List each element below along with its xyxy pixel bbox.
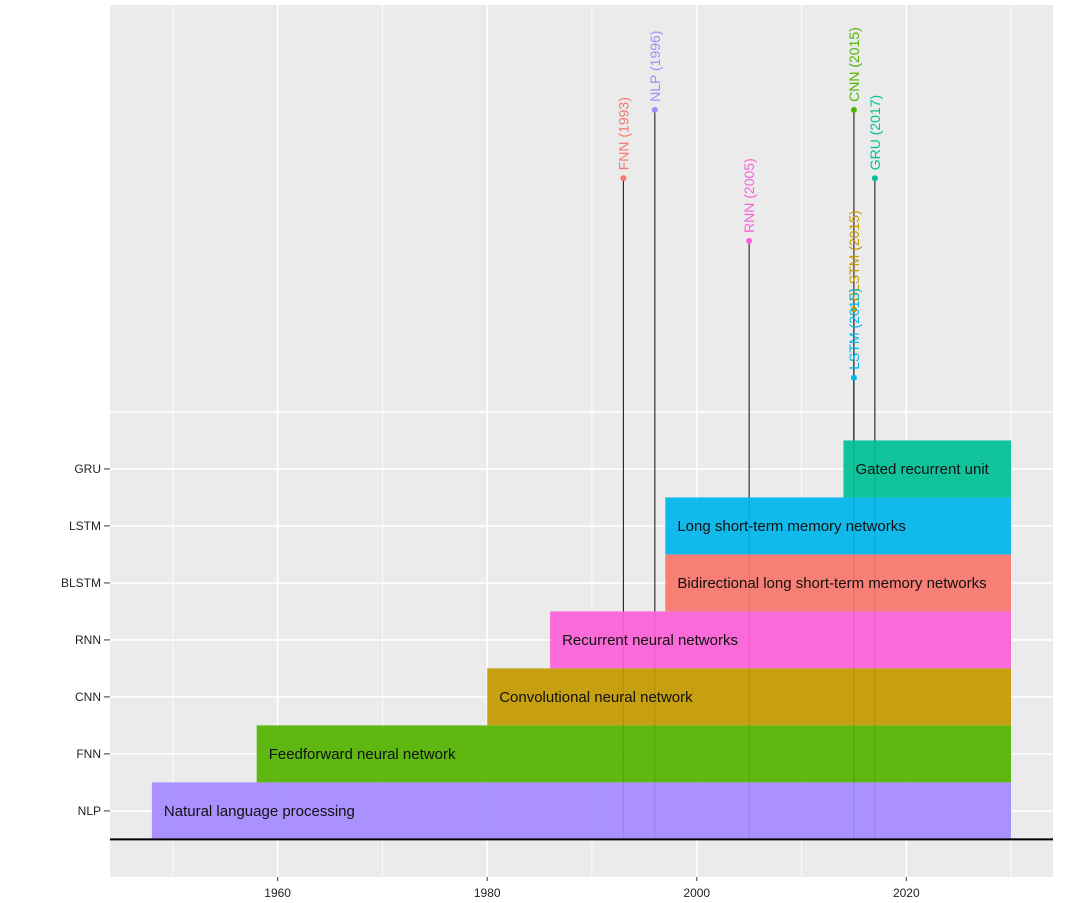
y-tick-label: LSTM	[69, 519, 101, 533]
bar-label: Natural language processing	[164, 803, 355, 820]
y-tick-label: CNN	[75, 690, 101, 704]
bar-label: Feedforward neural network	[269, 746, 456, 763]
bar-fnn	[256, 725, 1012, 783]
milestone-point	[871, 175, 878, 182]
x-tick-label: 2020	[893, 886, 920, 900]
bar-label: Gated recurrent unit	[855, 461, 989, 478]
milestone-point	[850, 374, 857, 381]
milestone-label: GRU (2017)	[867, 95, 883, 170]
y-tick-label: BLSTM	[61, 576, 101, 590]
milestone-label: CNN (2015)	[846, 27, 862, 102]
milestone-label: NLP (1996)	[647, 31, 663, 102]
bar-gru	[843, 440, 1012, 498]
milestone-label: BLSTM (2015)	[846, 210, 862, 301]
milestone-label: FNN (1993)	[615, 97, 631, 170]
x-tick-label: 1960	[264, 886, 291, 900]
bar-cnn	[487, 668, 1012, 726]
y-tick-label: GRU	[74, 462, 101, 476]
milestone-point	[651, 106, 658, 113]
milestone-label: RNN (2005)	[741, 158, 757, 233]
milestone-label: LSTM (2015)	[846, 288, 862, 370]
bar-rnn	[550, 611, 1012, 669]
bar-label: Recurrent neural networks	[562, 632, 738, 649]
milestone-point	[850, 306, 857, 313]
x-tick-label: 2000	[683, 886, 710, 900]
x-tick-label: 1980	[474, 886, 501, 900]
y-tick-label: NLP	[78, 804, 101, 818]
milestone-point	[850, 106, 857, 113]
bar-label: Bidirectional long short-term memory net…	[677, 575, 986, 592]
bar-label: Long short-term memory networks	[677, 518, 905, 535]
bar-nlp	[151, 782, 1012, 840]
y-tick-label: FNN	[76, 747, 101, 761]
y-tick-label: RNN	[75, 633, 101, 647]
milestone-point	[620, 175, 627, 182]
bar-lstm	[665, 497, 1012, 555]
milestone-point	[746, 237, 753, 244]
bar-blstm	[665, 554, 1012, 612]
bar-label: Convolutional neural network	[499, 689, 693, 706]
